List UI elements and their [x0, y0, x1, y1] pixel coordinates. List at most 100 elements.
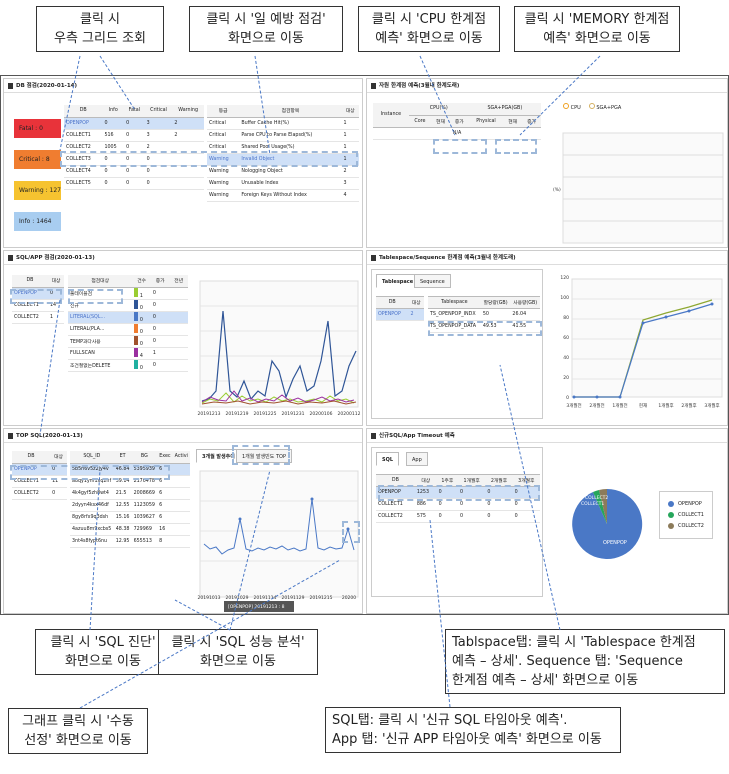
x-tick-label: 20191213	[198, 411, 221, 417]
pie-label-openpop: OPENPOP	[603, 540, 627, 546]
table-row[interactable]: Critical Parse CPU to Parse Elapsd(%) 1	[207, 129, 359, 142]
tablespace-tabs-container: Tablespace Sequence DB 대상 OPENPOP 2 Tables…	[371, 269, 543, 419]
col-warning: Warning	[172, 105, 204, 118]
y-tick-label: 40	[563, 355, 569, 361]
tab-sequence[interactable]: Sequence	[414, 274, 451, 288]
chart-tooltip: [OPENPOP] 20191213 : 8	[228, 604, 285, 610]
callout-sql-tab: SQL탭: 클릭 시 '신규 SQL 타임아웃 예측'. App 탭: '신규 …	[325, 707, 621, 753]
table-row[interactable]: Critical Buffer Cache Hit(%) 1	[207, 117, 359, 130]
table-row[interactable]: COLLECT3 0 0 0	[64, 153, 204, 166]
tablespace-yticks: 0 20 40 60 80 100 120	[560, 275, 569, 401]
table-row[interactable]: COLLECT2 0	[12, 487, 67, 500]
x-tick-label: 3개월후	[704, 402, 719, 409]
x-tick-label: 현재	[639, 402, 647, 409]
table-row[interactable]: OPENPOP 0 0 3 2	[64, 117, 204, 130]
callout-grid: 클릭 시 우측 그리드 조회	[36, 6, 164, 52]
y-tick-label: 80	[563, 315, 569, 321]
sql-app-xticks: 20191213 20191219 20191225 20191231 20200106…	[198, 411, 361, 417]
x-tick-label: 20191013	[198, 595, 221, 601]
top-sql-db-table: DB 대상 OPENPOP 0 COLLECT1 11 COLLECT2 0	[12, 451, 67, 500]
warning-badge[interactable]: Warning : 127	[14, 181, 61, 200]
memory-highlight[interactable]	[495, 139, 537, 154]
y-tick-label: 20	[563, 375, 569, 381]
x-tick-label: 3개월전	[566, 402, 581, 409]
tablespace-highlight	[428, 321, 542, 336]
x-tick-label: 2개월전	[589, 402, 604, 409]
tab-sql[interactable]: SQL	[376, 452, 400, 466]
table-row[interactable]: OPENPOP 2	[376, 308, 424, 321]
db-check-panel: DB 점검(2020-01-14) Fatal : 0 Critical : 8…	[3, 78, 363, 248]
callout-sql-perf: 클릭 시 'SQL 성능 분석' 화면으로 이동	[158, 629, 318, 675]
pie-label-collect1: COLLECT1	[581, 501, 604, 507]
x-tick-label: 20200106	[310, 411, 333, 417]
col-db: DB	[64, 105, 103, 118]
callout-tablespace: Tablspace탭: 클릭 시 'Tablespace 한계점 예측 – 상세…	[445, 629, 725, 694]
top-sql-chart[interactable]: [OPENPOP] 20191213 : 8 20191013 20191029 2…	[4, 429, 363, 614]
timeout-pie-chart[interactable]: COLLECT2 COLLECT1 OPENPOP	[367, 429, 728, 614]
x-tick-label: 20200	[342, 595, 356, 601]
table-row[interactable]: Warning Nologging Object 2	[207, 165, 359, 178]
x-tick-label: 1개월후	[658, 402, 673, 409]
timeout-panel: 신규SQL/App Timeout 예측 SQL App DB 대상 1주후 1개월후…	[366, 428, 728, 614]
dashboard-frame: DB 점검(2020-01-14) Fatal : 0 Critical : 8…	[0, 75, 729, 615]
db-check-summary-table: DB Info Fatal Critical Warning OPENPOP 0 0 3 2 C…	[64, 105, 204, 190]
x-tick-label: 20191219	[226, 411, 249, 417]
callout-sql-diag: 클릭 시 'SQL 진단' 화면으로 이동	[35, 629, 171, 675]
tab-highlight	[232, 445, 290, 465]
x-tick-label: 20191215	[310, 595, 333, 601]
col-fatal: Fatal	[124, 105, 145, 118]
resource-ylabel: (%)	[553, 187, 561, 193]
y-tick-label: 120	[560, 275, 569, 281]
top-sql-title: TOP SQL(2020-01-13)	[4, 429, 362, 443]
tab-1month-top[interactable]: 1개월 발생빈도 TOP	[236, 449, 292, 463]
db-check-title: DB 점검(2020-01-14)	[4, 79, 362, 93]
tablespace-title: Tablespace/Sequence 한계점 예측(3월내 한계도래)	[367, 251, 727, 265]
table-row[interactable]: COLLECT4 0 0 0	[64, 165, 204, 178]
tab-3month-trend[interactable]: 3개월 발생추이	[196, 449, 241, 463]
table-row[interactable]: Warning Foreign Keys Without Index 4	[207, 189, 359, 202]
top-sql-panel: TOP SQL(2020-01-13) DB 대상 OPENPOP 0 COLLEC…	[3, 428, 363, 614]
x-tick-label: 20191231	[282, 411, 305, 417]
sql-app-title: SQL/APP 점검(2020-01-13)	[4, 251, 362, 265]
info-badge[interactable]: Info : 1464	[14, 212, 61, 231]
table-row[interactable]: Warning Unusable Index 3	[207, 177, 359, 190]
tablespace-panel: Tablespace/Sequence 한계점 예측(3월내 한계도래) Tab…	[366, 250, 728, 426]
col-info: Info	[102, 105, 125, 118]
tablespace-db-table: DB 대상 OPENPOP 2	[376, 296, 424, 321]
table-row[interactable]: Warning Invalid Object 1	[207, 153, 359, 166]
x-tick-label: 20191114	[254, 595, 277, 601]
callout-prevention: 클릭 시 '일 예방 점검' 화면으로 이동	[189, 6, 343, 52]
sql-app-panel: SQL/APP 점검(2020-01-13) DB 대상 OPENPOP 0 COL…	[3, 250, 363, 426]
sql-app-chart[interactable]: 20191213 20191219 20191225 20191231 20200106…	[4, 251, 363, 426]
fatal-badge[interactable]: Fatal : 0	[14, 119, 61, 138]
timeout-legend: OPENPOP COLLECT1 COLLECT2	[659, 491, 713, 539]
pie-label-collect2: COLLECT2	[585, 495, 608, 501]
x-tick-label: 20200112	[338, 411, 361, 417]
tab-app[interactable]: App	[406, 452, 428, 466]
table-row[interactable]: COLLECT1 516 0 3 2	[64, 129, 204, 142]
tab-tablespace[interactable]: Tablespace	[376, 274, 420, 288]
resource-panel: 자원 한계점 예측(3월내 한계도래) Instance CPU(%) SGA+PG…	[366, 78, 728, 248]
resource-value: N/A	[373, 127, 541, 140]
cpu-highlight[interactable]	[433, 139, 487, 154]
critical-badge[interactable]: Critical : 8	[14, 150, 61, 169]
sql-app-db-highlight	[10, 289, 62, 304]
x-tick-label: 1개월전	[612, 402, 627, 409]
highlight-row	[60, 151, 358, 167]
tablespace-detail-table: Tablespace 할당량(GB) 사용량(GB) TS_OPENPOP_INDX…	[428, 296, 540, 333]
x-tick-label: 20191129	[282, 595, 305, 601]
y-tick-label: 100	[560, 295, 569, 301]
table-row[interactable]: COLLECT5 0 0 0	[64, 177, 204, 190]
resource-chart[interactable]: (%)	[367, 79, 728, 248]
table-row[interactable]: TS_OPENPOP_DATA 49.53 41.55	[428, 320, 540, 333]
x-tick-label: 2개월후	[681, 402, 696, 409]
x-tick-label: 20191029	[226, 595, 249, 601]
table-row[interactable]: TS_OPENPOP_INDX 50 26.04	[428, 308, 540, 321]
callout-manual: 그래프 클릭 시 '수동 선정' 화면으로 이동	[8, 708, 148, 754]
